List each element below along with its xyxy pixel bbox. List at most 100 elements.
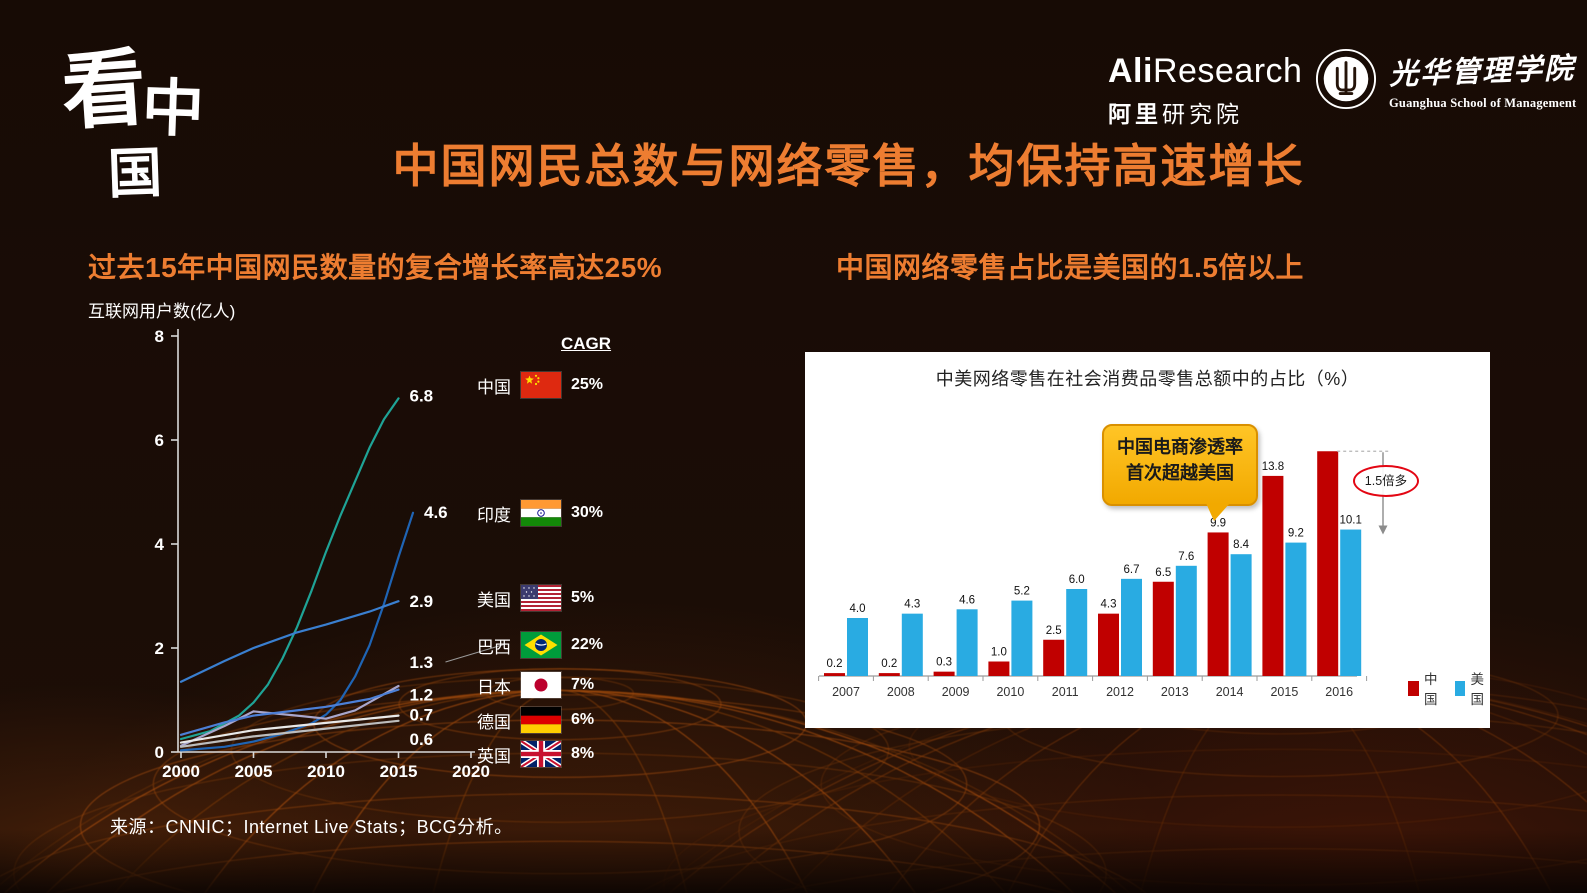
aliresearch-bold-part: Ali xyxy=(1108,52,1153,90)
aliresearch-wordmark: AliResearch xyxy=(1108,52,1302,91)
source-note: 来源：CNNIC；Internet Live Stats；BCG分析。 xyxy=(110,817,513,837)
svg-text:2015: 2015 xyxy=(1270,685,1298,699)
logo-char-kan: 看 xyxy=(58,37,150,142)
legend-row-india: 印度 30% xyxy=(477,500,603,526)
svg-text:0.7: 0.7 xyxy=(410,706,434,725)
right-chart-subtitle: 中国网络零售占比是美国的1.5倍以上 xyxy=(836,252,1304,283)
retail-share-bar-chart: 2007 2008 2009 2010 2011 2012 2013 2014 2015 2016… xyxy=(818,450,1391,699)
usa-legend-label: 美国 xyxy=(1470,672,1484,707)
svg-text:1.2: 1.2 xyxy=(410,686,434,705)
svg-text:2020: 2020 xyxy=(452,762,490,781)
legend-label-usa: 美国 xyxy=(477,590,511,610)
svg-text:7.6: 7.6 xyxy=(1178,551,1194,563)
svg-text:1.0: 1.0 xyxy=(991,647,1007,659)
internet-users-line-chart: 0 2 4 6 8 2000 2005 2010 2015 2020 6.8 4.6 2.9 1.3 1.2… xyxy=(155,327,506,781)
logo-char-guo: 国 xyxy=(106,140,164,206)
china-flag-icon xyxy=(521,372,561,398)
guanghua-cn-wordmark: 光华管理学院 xyxy=(1388,50,1576,92)
svg-text:2009: 2009 xyxy=(942,685,970,699)
svg-text:4.6: 4.6 xyxy=(424,503,448,522)
svg-text:2012: 2012 xyxy=(1106,685,1134,699)
svg-text:9.2: 9.2 xyxy=(1288,528,1304,540)
legend-cagr-japan: 7% xyxy=(571,676,595,693)
svg-text:10.1: 10.1 xyxy=(1340,515,1362,527)
aliresearch-cn-rest: 研究院 xyxy=(1162,101,1243,127)
svg-text:2007: 2007 xyxy=(832,685,860,699)
svg-text:4.3: 4.3 xyxy=(904,599,920,611)
legend-row-uk: 英国 8% xyxy=(477,741,594,767)
pku-emblem-icon xyxy=(1315,48,1377,110)
svg-text:6.0: 6.0 xyxy=(1069,574,1085,586)
legend-cagr-brazil: 22% xyxy=(571,636,604,653)
line-chart-y-axis-label: 互联网用户数(亿人) xyxy=(88,302,236,321)
legend-cagr-usa: 5% xyxy=(571,589,595,606)
svg-text:2.5: 2.5 xyxy=(1046,625,1062,637)
bottom-vignette xyxy=(0,829,1587,893)
us-china-retail-panel: 2007 2008 2009 2010 2011 2012 2013 2014 2015 2016… xyxy=(805,352,1490,728)
legend-row-brazil: 巴西 22% xyxy=(477,632,603,658)
svg-text:2.9: 2.9 xyxy=(410,592,434,611)
svg-text:2013: 2013 xyxy=(1161,685,1189,699)
legend-row-japan: 日本 7% xyxy=(477,672,594,698)
uk-flag-icon xyxy=(521,741,561,767)
svg-text:2008: 2008 xyxy=(887,685,915,699)
china-legend-label: 中国 xyxy=(1423,672,1438,707)
legend-cagr-germany: 6% xyxy=(571,711,595,728)
india-flag-icon xyxy=(521,500,561,526)
callout-line1: 中国电商渗透率 xyxy=(1117,437,1243,457)
legend-cagr-uk: 8% xyxy=(571,745,595,762)
legend-label-japan: 日本 xyxy=(477,677,511,697)
svg-text:2005: 2005 xyxy=(235,762,273,781)
svg-text:2010: 2010 xyxy=(996,685,1024,699)
svg-text:6.7: 6.7 xyxy=(1124,564,1140,576)
svg-text:2015: 2015 xyxy=(380,762,418,781)
svg-text:2010: 2010 xyxy=(307,762,345,781)
japan-flag-icon xyxy=(521,672,561,698)
ratio-circle-annotation: 1.5倍多 xyxy=(1353,465,1419,497)
legend-row-germany: 德国 6% xyxy=(477,707,594,733)
svg-text:6: 6 xyxy=(155,431,164,450)
svg-text:5.2: 5.2 xyxy=(1014,586,1030,598)
legend-label-germany: 德国 xyxy=(477,712,511,732)
cagr-header: CAGR xyxy=(561,334,612,353)
svg-text:2000: 2000 xyxy=(162,762,200,781)
svg-text:1.3: 1.3 xyxy=(410,653,434,672)
svg-text:4.0: 4.0 xyxy=(850,603,866,615)
legend-cagr-china: 25% xyxy=(571,376,604,393)
usa-flag-icon xyxy=(521,585,561,611)
svg-text:13.8: 13.8 xyxy=(1262,461,1284,473)
svg-text:0.2: 0.2 xyxy=(827,658,843,670)
guanghua-logo: 光华管理学院 Guanghua School of Management xyxy=(1315,48,1576,111)
brazil-flag-icon xyxy=(521,632,561,658)
svg-text:2: 2 xyxy=(155,639,164,658)
svg-text:8.4: 8.4 xyxy=(1233,539,1250,551)
svg-text:0.2: 0.2 xyxy=(881,658,897,670)
china-legend-swatch xyxy=(1408,680,1419,696)
germany-flag-icon xyxy=(521,707,561,733)
cagr-legend: CAGR 中国 25% 印度 30% 美国 xyxy=(477,330,662,800)
left-chart-subtitle: 过去15年中国网民数量的复合增长率高达25% xyxy=(88,252,663,283)
legend-label-uk: 英国 xyxy=(477,746,511,766)
svg-text:2016: 2016 xyxy=(1325,685,1353,699)
legend-row-usa: 美国 5% xyxy=(477,585,594,611)
svg-text:2014: 2014 xyxy=(1216,685,1244,699)
svg-text:4.3: 4.3 xyxy=(1101,599,1117,611)
svg-text:2011: 2011 xyxy=(1052,685,1079,699)
svg-text:8: 8 xyxy=(155,327,164,346)
bar-chart-legend: 中国 美国 xyxy=(1408,668,1501,708)
svg-text:6.5: 6.5 xyxy=(1155,567,1171,579)
aliresearch-logo: AliResearch 阿里研究院 xyxy=(1108,52,1302,129)
legend-cagr-india: 30% xyxy=(571,504,604,521)
aliresearch-light-part: Research xyxy=(1152,52,1303,90)
svg-text:6.8: 6.8 xyxy=(410,386,434,405)
aliresearch-cn: 阿里研究院 xyxy=(1108,95,1302,129)
svg-text:4.6: 4.6 xyxy=(959,594,975,606)
legend-label-india: 印度 xyxy=(477,505,511,525)
guanghua-en-wordmark: Guanghua School of Management xyxy=(1389,96,1577,110)
slide-title: 中国网民总数与网络零售，均保持高速增长 xyxy=(392,140,1305,192)
usa-legend-swatch xyxy=(1454,680,1466,696)
svg-text:0: 0 xyxy=(155,743,164,762)
svg-text:4: 4 xyxy=(155,535,165,554)
bar-chart-title: 中美网络零售在社会消费品零售总额中的占比（%） xyxy=(935,369,1360,389)
legend-label-brazil: 巴西 xyxy=(477,637,511,657)
